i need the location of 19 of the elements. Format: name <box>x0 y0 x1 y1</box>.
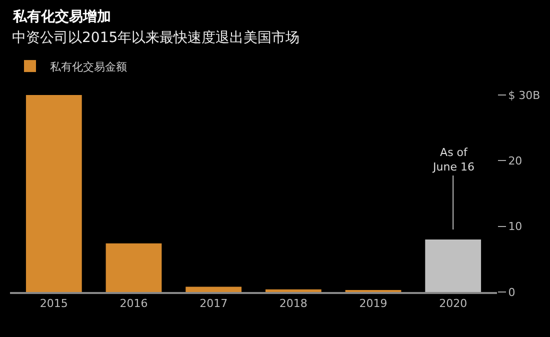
bar <box>425 239 482 292</box>
legend-label: 私有化交易金额 <box>50 60 127 74</box>
chart-title: 私有化交易增加 <box>12 8 111 25</box>
bar <box>106 243 162 292</box>
y-tick-label: $ 30B <box>508 88 540 102</box>
x-tick-label: 2018 <box>279 296 308 310</box>
y-tick-label: 20 <box>508 154 522 168</box>
chart-subtitle: 中资公司以2015年以来最快速度退出美国市场 <box>12 30 300 46</box>
x-tick-label: 2017 <box>200 296 228 310</box>
bar <box>186 286 242 292</box>
y-tick-label: 0 <box>508 286 516 299</box>
annotation: As of June 16 <box>432 146 474 174</box>
x-tick-label: 2020 <box>439 296 468 310</box>
x-tick-label: 2019 <box>359 296 388 310</box>
x-tick-label: 2015 <box>40 296 68 310</box>
bar <box>26 95 82 292</box>
x-tick-label: 2016 <box>120 296 148 310</box>
bar <box>265 289 322 292</box>
y-tick-label: 10 <box>508 220 522 234</box>
